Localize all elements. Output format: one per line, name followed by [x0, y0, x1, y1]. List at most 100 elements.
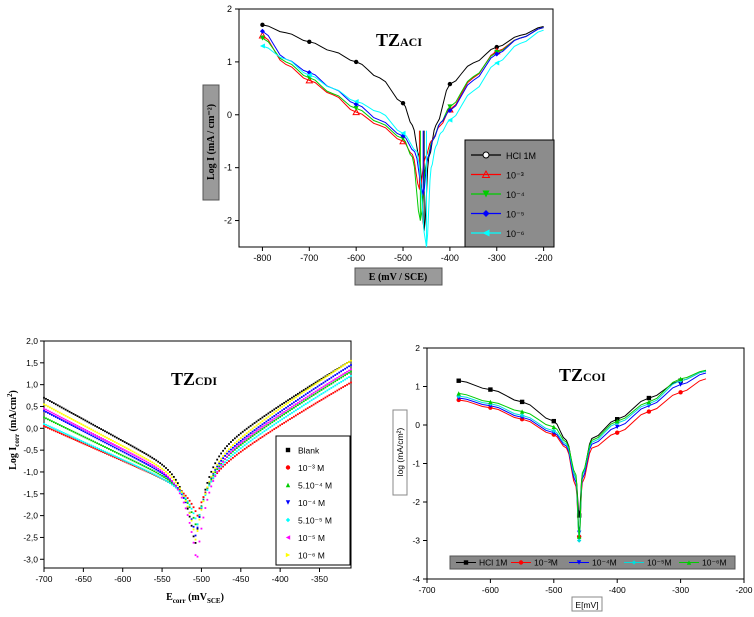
- cdi-data-point: [296, 392, 299, 395]
- cdi-data-point: [74, 414, 77, 416]
- cdi-data-point: [76, 421, 79, 423]
- cdi-data-point: [210, 485, 213, 488]
- cdi-data-point: [330, 376, 333, 379]
- cdi-data-point: [308, 400, 311, 403]
- cdi-data-point: [342, 375, 345, 378]
- cdi-data-point: [210, 478, 213, 481]
- cdi-data-point: [210, 470, 213, 473]
- coi-y-tick-label: -4: [412, 574, 420, 584]
- cdi-data-point: [336, 376, 339, 379]
- cdi-data-point: [226, 450, 228, 453]
- cdi-data-point: [220, 467, 223, 470]
- cdi-data-point: [273, 415, 276, 417]
- cdi-data-point: [314, 381, 317, 384]
- aci-data-point: [353, 99, 359, 105]
- cdi-data-point: [151, 461, 154, 464]
- cdi-data-point: [58, 430, 61, 433]
- cdi-legend-marker: [285, 500, 291, 505]
- cdi-data-point: [259, 424, 262, 427]
- cdi-data-point: [62, 433, 65, 436]
- coi-y-axis-label: log (mA/cm²): [395, 428, 405, 477]
- cdi-data-point: [131, 445, 134, 448]
- cdi-data-point: [283, 417, 285, 419]
- coi-y-tick-label: 2: [415, 343, 420, 353]
- cdi-data-point: [100, 444, 102, 447]
- cdi-data-point: [96, 442, 99, 445]
- cdi-data-point: [174, 486, 177, 489]
- cdi-data-point: [300, 392, 303, 395]
- cdi-data-point: [123, 449, 126, 452]
- cdi-data-point: [135, 452, 138, 455]
- cdi-data-point: [62, 417, 65, 420]
- cdi-data-point: [145, 458, 148, 460]
- cdi-data-point: [263, 415, 266, 418]
- cdi-data-point: [287, 405, 289, 408]
- cdi-data-point: [287, 401, 289, 404]
- cdi-data-point: [178, 490, 181, 493]
- cdi-data-point: [326, 389, 329, 392]
- aci-data-point: [400, 100, 406, 106]
- cdi-data-point: [104, 441, 106, 444]
- cdi-data-point: [119, 449, 122, 452]
- cdi-data-point: [141, 451, 144, 453]
- cdi-data-point: [216, 463, 219, 466]
- cdi-data-point: [110, 444, 112, 447]
- cdi-data-point: [220, 452, 223, 455]
- cdi-data-point: [172, 483, 175, 486]
- cdi-data-point: [212, 480, 215, 482]
- cdi-data-point: [350, 364, 352, 366]
- cdi-data-point: [294, 414, 297, 417]
- cdi-data-point: [115, 451, 118, 454]
- cdi-data-point: [58, 405, 61, 408]
- cdi-data-point: [163, 472, 165, 474]
- cdi-data-point: [47, 424, 49, 427]
- chart-coi: -700 -600 -500 -400 -300 -200 2 1 0 -1 -2 -3 -4 E[mV]…: [392, 343, 753, 612]
- cdi-data-point: [172, 482, 175, 485]
- cdi-data-point: [115, 436, 118, 439]
- cdi-data-point: [143, 465, 146, 468]
- cdi-data-point: [147, 467, 150, 470]
- cdi-data-point: [102, 429, 104, 432]
- coi-ylabel-box: [392, 409, 408, 496]
- cdi-data-point: [273, 423, 276, 426]
- cdi-data-point: [322, 377, 325, 380]
- aci-y-tick-label: 0: [227, 110, 232, 120]
- cdi-data-point: [338, 375, 341, 378]
- coi-data-point: [456, 378, 461, 383]
- cdi-data-point: [310, 393, 313, 395]
- cdi-data-point: [243, 448, 246, 450]
- cdi-data-point: [137, 456, 140, 459]
- cdi-data-point: [228, 450, 230, 453]
- cdi-data-point: [78, 416, 81, 419]
- cdi-data-point: [125, 447, 128, 450]
- coi-data-point: [551, 424, 556, 430]
- coi-data-point: [519, 399, 525, 405]
- cdi-data-point: [226, 445, 228, 447]
- cdi-data-point: [64, 432, 67, 435]
- cdi-data-point: [149, 462, 152, 465]
- cdi-data-point: [74, 439, 77, 441]
- cdi-data-point: [232, 449, 234, 452]
- cdi-data-point: [196, 514, 199, 517]
- cdi-data-point: [54, 428, 57, 431]
- cdi-data-point: [239, 447, 242, 450]
- cdi-data-point: [98, 438, 101, 441]
- cdi-data-point: [218, 462, 221, 465]
- cdi-xlabel-tail: (mV: [186, 592, 208, 603]
- cdi-legend-label: 5.10⁻⁴ M: [298, 481, 332, 491]
- aci-data-point: [447, 117, 453, 123]
- cdi-data-point: [293, 404, 295, 407]
- coi-x-tick-label: -600: [482, 585, 499, 595]
- cdi-data-point: [348, 371, 350, 374]
- cdi-data-point: [342, 369, 345, 371]
- cdi-data-point: [316, 385, 319, 388]
- cdi-data-point: [60, 412, 63, 415]
- cdi-data-point: [62, 431, 65, 434]
- cdi-data-point: [338, 382, 341, 385]
- cdi-data-point: [167, 468, 169, 471]
- cdi-data-point: [298, 391, 301, 394]
- cdi-data-point: [147, 459, 150, 461]
- cdi-data-point: [216, 472, 219, 475]
- cdi-data-point: [271, 413, 274, 415]
- cdi-data-point: [249, 436, 252, 439]
